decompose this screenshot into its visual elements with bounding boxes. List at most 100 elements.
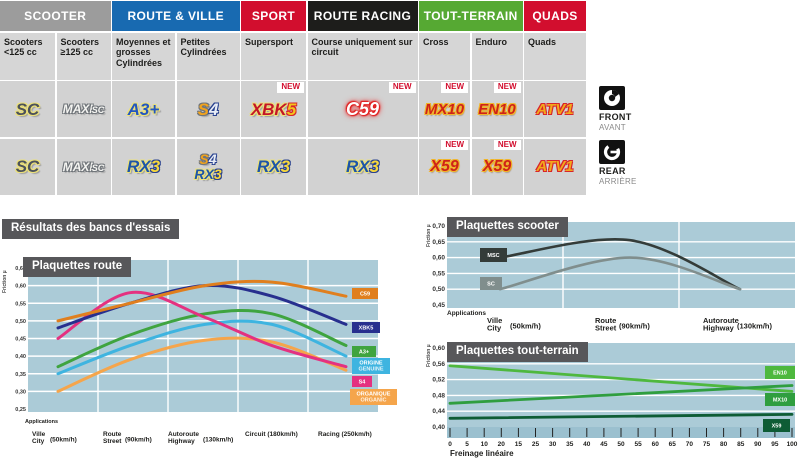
svg-text:X59: X59 [772,424,782,430]
svg-text:0,45: 0,45 [15,337,26,343]
svg-text:55: 55 [634,441,642,448]
legend-SC: SC [480,277,502,290]
svg-text:(50km/h): (50km/h) [50,436,77,443]
svg-text:0,48: 0,48 [432,392,445,399]
series-ORIGINE [56,319,348,376]
new-badge: NEW [441,82,468,93]
svg-text:90: 90 [754,441,762,448]
svg-text:0,70: 0,70 [432,223,445,230]
svg-text:Applications: Applications [447,310,486,317]
svg-text:ORGANIQUE: ORGANIQUE [357,392,391,398]
x59-logo: X59 [482,157,512,175]
svg-text:C59: C59 [360,292,370,298]
svg-text:A3+: A3+ [359,350,369,356]
svg-text:Street: Street [103,438,122,445]
svg-text:85: 85 [737,441,745,448]
rear-marker: REAR ARRIÈRE [599,140,669,186]
svg-text:Route: Route [595,316,616,325]
rear-badge-rx3: RX3 [112,138,175,195]
svg-text:Friction µ: Friction µ [2,270,8,293]
front-badge-maxisc: MAXISC [56,81,111,137]
arriere-label: ARRIÈRE [599,177,637,186]
front-badge-s4: S4 [176,81,240,137]
svg-text:0,30: 0,30 [15,389,26,395]
rear-badge-maxisc: MAXISC [56,138,111,195]
svg-text:Street: Street [595,324,617,333]
rx3-logo: RX3 [345,157,380,176]
header-quads: QUADS [524,1,586,31]
svg-text:Applications: Applications [25,419,58,425]
legend-A3+: A3+ [352,346,376,357]
svg-text:0,65: 0,65 [432,239,445,246]
rear-badge-atv1: ATV1 [524,138,586,195]
new-badge: NEW [277,82,304,93]
svg-text:ORGANIC: ORGANIC [361,398,387,404]
svg-text:Ville: Ville [32,431,46,438]
svg-text:0,60: 0,60 [432,345,445,352]
svg-text:Freinage linéaire: Freinage linéaire [450,449,514,458]
subheader-scooters-large: Scooters ≥125 cc [56,32,111,80]
header-tout-terrain: TOUT-TERRAIN [419,1,523,31]
subheader-scooters-small: Scooters <125 cc [0,32,55,80]
series-MX10 [448,384,794,405]
svg-text:(130km/h): (130km/h) [737,322,773,331]
front-marker: FRONT AVANT [599,86,669,132]
maxi-sc-logo: MAXISC [62,102,105,116]
svg-text:MX10: MX10 [773,398,787,404]
svg-text:Ville: Ville [487,316,502,325]
s4-rx3-stack: S4 RX3 [194,152,221,181]
rear-badge-rx3-racing: RX3 [307,138,418,195]
svg-text:MSC: MSC [487,253,499,259]
front-badge-a3plus: A3+ [112,81,175,137]
svg-text:0,45: 0,45 [432,302,445,309]
new-badge: NEW [441,139,468,151]
new-badge: NEW [493,139,521,151]
front-badge-sc: SC [0,81,55,137]
xbk5-logo: XBK5 [250,99,297,119]
svg-text:35: 35 [566,441,574,448]
front-badge-en10: NEW EN10 [471,81,523,137]
sc-logo: SC [15,157,40,176]
rear-label: REAR [599,166,626,176]
svg-text:0,65: 0,65 [15,266,26,272]
svg-text:5: 5 [465,441,469,448]
svg-text:95: 95 [771,441,779,448]
svg-text:Autoroute: Autoroute [168,431,199,438]
svg-text:0,35: 0,35 [15,372,26,378]
rx3-logo: RX3 [194,166,222,182]
rear-brake-disc-icon [599,140,625,164]
svg-text:GENUINE: GENUINE [358,367,383,373]
svg-text:S4: S4 [359,380,367,386]
svg-text:80: 80 [720,441,728,448]
rear-badge-rx3-sport: RX3 [241,138,306,195]
svg-text:100: 100 [787,441,798,448]
svg-text:0,50: 0,50 [432,286,445,293]
rear-badge-x59-enduro: NEW X59 [471,138,523,195]
svg-text:0,52: 0,52 [432,377,445,384]
s4-logo: S4 [199,151,217,167]
series-MSC [498,238,742,291]
rear-badge-sc: SC [0,138,55,195]
front-badge-xbk5: NEW XBK5 [241,81,306,137]
gridlines [28,260,378,412]
front-badge-c59: NEW C59 [307,81,418,137]
subheader-petites: Petites Cylindrées [176,32,240,80]
category-table: SCOOTER ROUTE & VILLE SPORT ROUTE RACING… [0,1,590,195]
svg-text:Racing (250km/h): Racing (250km/h) [318,431,372,438]
svg-text:0,40: 0,40 [15,354,26,360]
svg-text:City: City [32,438,45,445]
route-chart-title: Plaquettes route [23,257,132,277]
legend-X59: X59 [763,419,790,432]
atv1-logo: ATV1 [536,158,574,175]
svg-text:Autoroute: Autoroute [703,316,739,325]
header-scooter: SCOOTER [0,1,111,31]
front-badge-mx10: NEW MX10 [419,81,470,137]
maxi-sc-logo: MAXISC [62,159,105,174]
scooter-chart-title: Plaquettes scooter [447,217,568,237]
series-S4 [56,290,348,369]
front-badge-atv1: ATV1 [524,81,586,137]
atv1-logo: ATV1 [536,100,574,118]
front-brake-disc-icon [599,86,625,110]
